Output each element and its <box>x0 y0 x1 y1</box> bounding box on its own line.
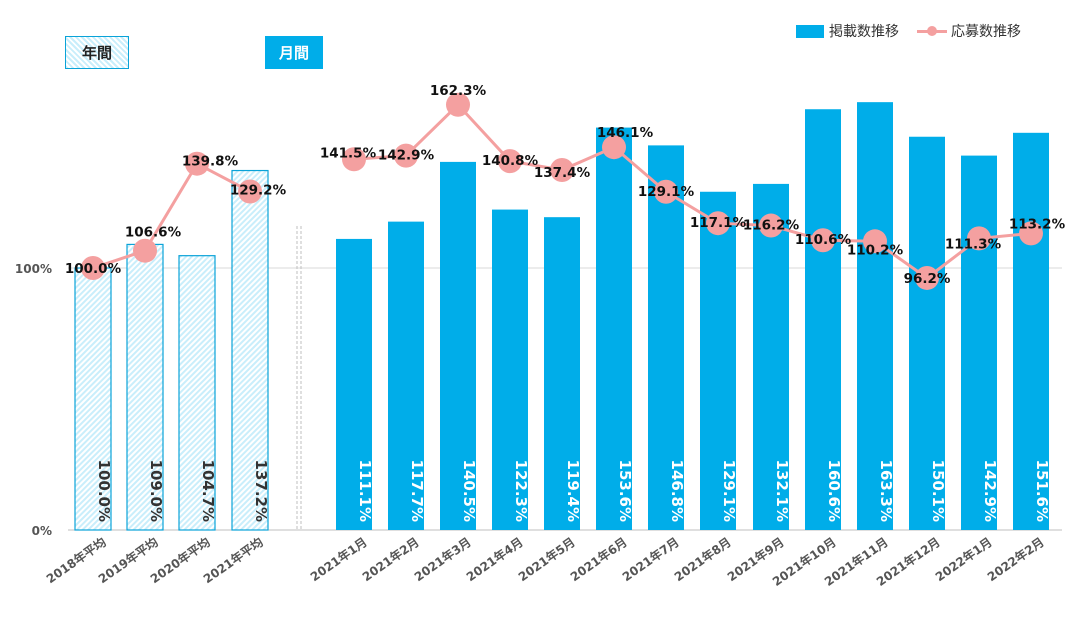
bar-value-label: 160.6% <box>825 460 843 522</box>
bar-value-label: 153.6% <box>616 460 634 522</box>
bar <box>648 145 684 530</box>
line-point <box>81 256 105 280</box>
category-label: 2022年2月 <box>984 534 1046 584</box>
category-label: 2021年3月 <box>411 534 473 584</box>
line-value-label: 116.2% <box>743 218 800 234</box>
bar-value-label: 129.1% <box>720 460 738 522</box>
line-point <box>602 135 626 160</box>
bar-value-label: 111.1% <box>356 460 374 522</box>
line-value-label: 142.9% <box>378 148 435 164</box>
y-tick-label: 0% <box>32 524 52 538</box>
line-point <box>342 147 366 172</box>
bar-value-label: 104.7% <box>199 460 217 522</box>
line-point <box>446 92 470 117</box>
category-label: 2021年7月 <box>619 534 681 584</box>
legend-bar-label: 掲載数推移 <box>829 24 899 40</box>
category-label: 2022年1月 <box>932 534 994 584</box>
bar-value-label: 117.7% <box>408 460 426 522</box>
bar <box>1013 132 1049 531</box>
legend-line-swatch <box>917 24 947 38</box>
line-point <box>550 158 574 183</box>
bar <box>596 127 632 531</box>
bar <box>74 267 112 531</box>
line-value-label: 146.1% <box>597 125 654 141</box>
bar-value-label: 122.3% <box>512 460 530 522</box>
legend-bar-swatch <box>796 24 824 38</box>
bar <box>126 243 164 531</box>
line-point <box>863 229 887 254</box>
bar <box>231 169 269 531</box>
bar <box>857 102 893 531</box>
line-value-label: 100.0% <box>65 261 122 277</box>
line-value-label: 113.2% <box>1009 216 1066 232</box>
legend: 掲載数推移 応募数推移 <box>796 18 1021 44</box>
line-point <box>185 151 209 176</box>
line-value-label: 110.6% <box>795 232 852 248</box>
line-point <box>394 143 418 168</box>
category-label: 2021年4月 <box>463 534 525 584</box>
bar <box>492 209 528 530</box>
bar-value-label: 109.0% <box>147 460 165 522</box>
bar-value-label: 140.5% <box>460 460 478 522</box>
line-point <box>498 149 522 174</box>
category-label: 2021年6月 <box>567 534 629 584</box>
line-value-label: 96.2% <box>904 271 951 287</box>
monthly-tag: 月間 <box>265 36 323 69</box>
bar-value-label: 163.3% <box>877 460 895 522</box>
line-value-label: 110.2% <box>847 242 904 258</box>
bar <box>440 161 476 530</box>
bar-value-label: 137.2% <box>252 460 270 522</box>
bar <box>961 155 997 531</box>
line-point <box>133 238 157 263</box>
bar-value-label: 132.1% <box>773 460 791 522</box>
category-label: 2021年1月 <box>307 534 369 584</box>
line-value-label: 129.1% <box>638 184 695 200</box>
line-point <box>654 179 678 204</box>
line-point <box>811 228 835 253</box>
series-line <box>92 161 251 270</box>
bar-value-label: 146.8% <box>668 460 686 522</box>
line-point <box>915 265 939 290</box>
category-label: 2021年平均 <box>200 534 265 586</box>
y-tick-label: 100% <box>15 262 52 276</box>
line-value-label: 162.3% <box>430 83 487 99</box>
category-label: 2021年8月 <box>671 534 733 584</box>
bar <box>336 238 372 530</box>
bar <box>388 221 424 530</box>
bar <box>909 136 945 530</box>
bar-value-label: 151.6% <box>1033 460 1051 522</box>
line-value-label: 137.4% <box>534 165 591 181</box>
line-point <box>1019 221 1043 246</box>
bar <box>805 109 841 530</box>
category-label: 2021年2月 <box>359 534 421 584</box>
line-value-label: 140.8% <box>482 153 539 169</box>
line-point <box>706 211 730 236</box>
legend-line-label: 応募数推移 <box>951 24 1021 40</box>
line-value-label: 106.6% <box>125 225 182 241</box>
line-value-label: 129.2% <box>230 182 287 198</box>
bar <box>544 217 580 530</box>
line-point <box>759 213 783 238</box>
bar <box>753 183 789 530</box>
bar-value-label: 142.9% <box>981 460 999 522</box>
bar <box>178 255 216 531</box>
line-point <box>967 226 991 251</box>
bar-value-label: 119.4% <box>564 460 582 522</box>
bar-value-label: 150.1% <box>929 460 947 522</box>
line-value-label: 117.1% <box>690 215 747 231</box>
line-value-label: 111.3% <box>945 236 1002 252</box>
line-value-label: 141.5% <box>320 145 377 161</box>
line-point <box>238 179 262 204</box>
line-value-label: 139.8% <box>182 154 239 170</box>
bar-value-label: 100.0% <box>95 460 113 522</box>
annual-tag: 年間 <box>65 36 129 69</box>
category-label: 2021年5月 <box>515 534 577 584</box>
bar <box>700 191 736 530</box>
